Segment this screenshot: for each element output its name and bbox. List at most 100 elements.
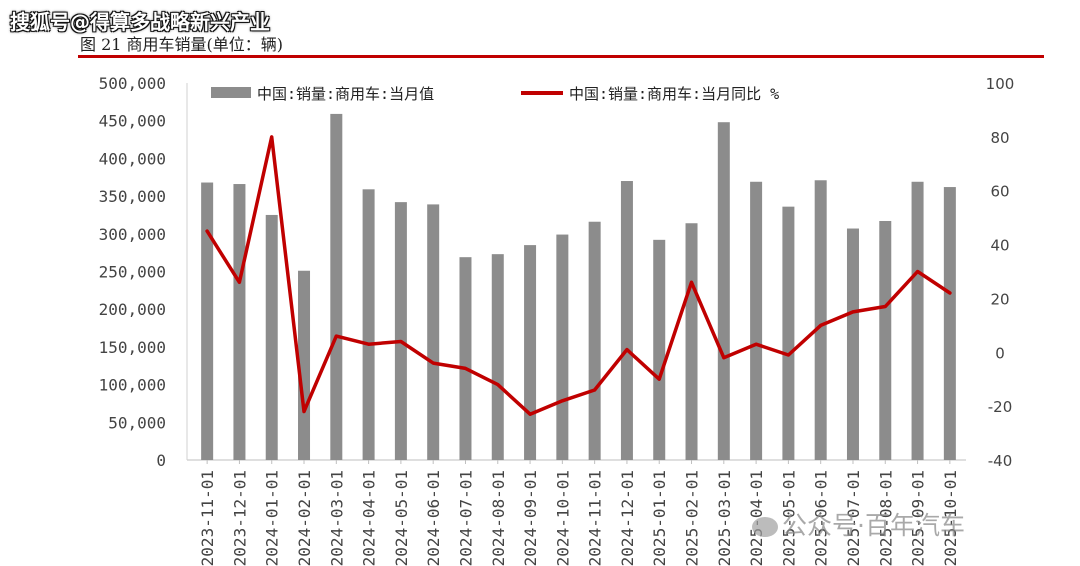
line-point (302, 410, 306, 414)
y-left-tick-label: 500,000 (99, 74, 166, 93)
line-point (657, 377, 661, 381)
account-watermark-text: 公众号·百年汽车 (782, 511, 965, 540)
bar (491, 254, 504, 460)
account-watermark: 公众号·百年汽车 (752, 506, 965, 542)
y-left-tick-label: 150,000 (99, 338, 166, 357)
y-right-tick-label: 20 (990, 290, 1009, 308)
y-right-tick-label: 60 (990, 183, 1009, 201)
y-left-tick-label: 300,000 (99, 225, 166, 244)
bar (265, 214, 278, 460)
line-point (237, 280, 241, 284)
x-tick-label: 2025-06-01 (812, 470, 831, 566)
legend-line-label: 中国:销量:商用车:当月同比 % (569, 85, 779, 103)
bar (782, 206, 795, 460)
line-point (851, 310, 855, 314)
line-point (690, 280, 694, 284)
x-tick-label: 2024-12-01 (618, 470, 637, 566)
x-tick-label: 2025-07-01 (844, 470, 863, 566)
bar (911, 181, 924, 461)
site-watermark: 搜狐号@得算多战略新兴产业 (10, 10, 270, 34)
x-tick-label: 2025-05-01 (779, 470, 798, 566)
line-point (819, 323, 823, 327)
bar (459, 257, 472, 460)
line-point (883, 305, 887, 309)
x-tick-label: 2024-05-01 (392, 470, 411, 566)
bar (879, 220, 892, 460)
y-right-tick-label: 40 (990, 237, 1009, 255)
line-point (528, 412, 532, 416)
bar (620, 181, 633, 460)
y-left-tick-label: 100,000 (99, 376, 166, 395)
line-point (560, 399, 564, 403)
x-tick-label: 2025-10-01 (941, 470, 960, 566)
bar (814, 180, 827, 461)
bar (717, 122, 730, 460)
x-tick-label: 2025-02-01 (683, 470, 702, 566)
bar (427, 204, 440, 460)
y-right-tick-label: -40 (988, 452, 1013, 470)
line-series (205, 135, 952, 416)
bar (943, 187, 956, 460)
bar (394, 202, 407, 460)
bar (846, 228, 859, 460)
line-point (496, 383, 500, 387)
line-point (431, 361, 435, 365)
bar (524, 245, 537, 460)
yoy-line (205, 135, 952, 416)
chart-axes: 0 50,000 100,000 150,000 200,000 250,000 300,0… (99, 74, 1015, 566)
bar (588, 221, 601, 460)
x-tick-label: 2024-01-01 (263, 470, 282, 566)
line-point (786, 353, 790, 357)
y-right-tick-label: 0 (995, 344, 1005, 362)
line-point (205, 229, 209, 233)
wechat-icon (752, 517, 778, 537)
y-left-tick-label: 350,000 (99, 187, 166, 206)
chart-legend: 中国:销量:商用车:当月值 中国:销量:商用车:当月同比 % (211, 85, 779, 103)
bar (201, 182, 214, 460)
x-tick-label: 2025-01-01 (650, 470, 669, 566)
y-left-tick-label: 400,000 (99, 149, 166, 168)
line-point (916, 270, 920, 273)
line-point (463, 366, 467, 370)
x-tick-label: 2024-06-01 (424, 470, 443, 566)
x-tick-label: 2025-08-01 (876, 470, 895, 566)
bar (362, 189, 375, 460)
y-right-tick-label: -20 (988, 398, 1013, 416)
x-tick-label: 2024-03-01 (327, 470, 346, 566)
legend-bar-swatch (211, 87, 251, 98)
title-rule (78, 55, 1044, 58)
y-left-tick-label: 250,000 (99, 263, 166, 282)
bar (653, 239, 666, 460)
x-tick-label: 2024-10-01 (553, 470, 572, 566)
bar (556, 234, 569, 460)
x-tick-label: 2025-09-01 (909, 470, 928, 566)
line-point (722, 356, 726, 360)
x-tick-label: 2024-07-01 (456, 470, 475, 566)
x-tick-label: 2024-11-01 (586, 470, 605, 566)
x-tick-label: 2024-08-01 (489, 470, 508, 566)
x-tick-label: 2023-12-01 (230, 470, 249, 566)
x-tick-label: 2024-09-01 (521, 470, 540, 566)
line-point (625, 348, 629, 352)
figure-title: 图 21 商用车销量(单位：辆) (80, 35, 284, 54)
line-point (399, 340, 403, 344)
legend-bar-label: 中国:销量:商用车:当月值 (257, 85, 434, 103)
y-left-tick-label: 50,000 (108, 413, 166, 432)
bar (750, 181, 763, 461)
x-tick-label: 2023-11-01 (198, 470, 217, 566)
x-tick-label: 2024-02-01 (295, 470, 314, 566)
y-left-tick-label: 0 (156, 451, 166, 470)
line-point (367, 342, 371, 346)
line-point (334, 334, 338, 338)
y-left-tick-label: 450,000 (99, 112, 166, 131)
bar (330, 113, 343, 460)
bar (298, 270, 311, 460)
line-point (948, 291, 952, 295)
line-point (270, 135, 274, 139)
y-right-tick-label: 100 (986, 75, 1015, 93)
x-tick-label: 2024-04-01 (360, 470, 379, 566)
y-right-tick-label: 80 (990, 129, 1009, 147)
bar (233, 184, 246, 460)
bar-series (201, 113, 956, 461)
